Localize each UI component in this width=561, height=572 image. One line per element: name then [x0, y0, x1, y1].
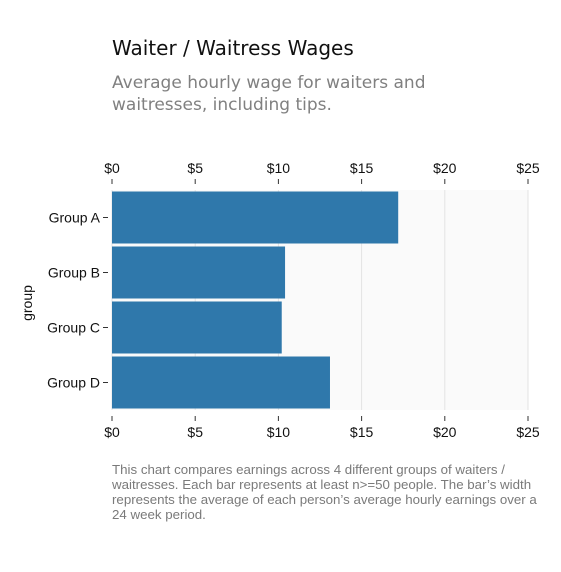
- x-tick-label-bottom: $5: [187, 424, 203, 440]
- y-tick-label: Group D: [47, 375, 100, 391]
- y-tick-label: Group C: [47, 320, 100, 336]
- chart-title: Waiter / Waitress Wages: [112, 36, 354, 60]
- x-tick-label-top: $5: [187, 160, 203, 176]
- x-tick-label-top: $15: [350, 160, 374, 176]
- bar-group-b: [112, 246, 286, 299]
- bar-group-a: [112, 191, 399, 244]
- y-axis-title: group: [19, 285, 35, 321]
- x-tick-label-top: $10: [267, 160, 291, 176]
- chart-subtitle: Average hourly wage for waiters and wait…: [112, 73, 426, 115]
- x-tick-label-bottom: $10: [267, 424, 291, 440]
- x-tick-label-top: $25: [516, 160, 540, 176]
- x-tick-label-bottom: $15: [350, 424, 374, 440]
- x-tick-label-bottom: $20: [433, 424, 457, 440]
- y-tick-label: Group B: [48, 265, 100, 281]
- chart-caption: This chart compares earnings across 4 di…: [112, 462, 537, 522]
- bar-group-c: [112, 301, 282, 354]
- x-tick-label-bottom: $0: [104, 424, 120, 440]
- x-tick-label-bottom: $25: [516, 424, 540, 440]
- x-tick-label-top: $0: [104, 160, 120, 176]
- x-tick-label-top: $20: [433, 160, 457, 176]
- y-tick-label: Group A: [49, 210, 101, 226]
- bar-group-d: [112, 356, 330, 409]
